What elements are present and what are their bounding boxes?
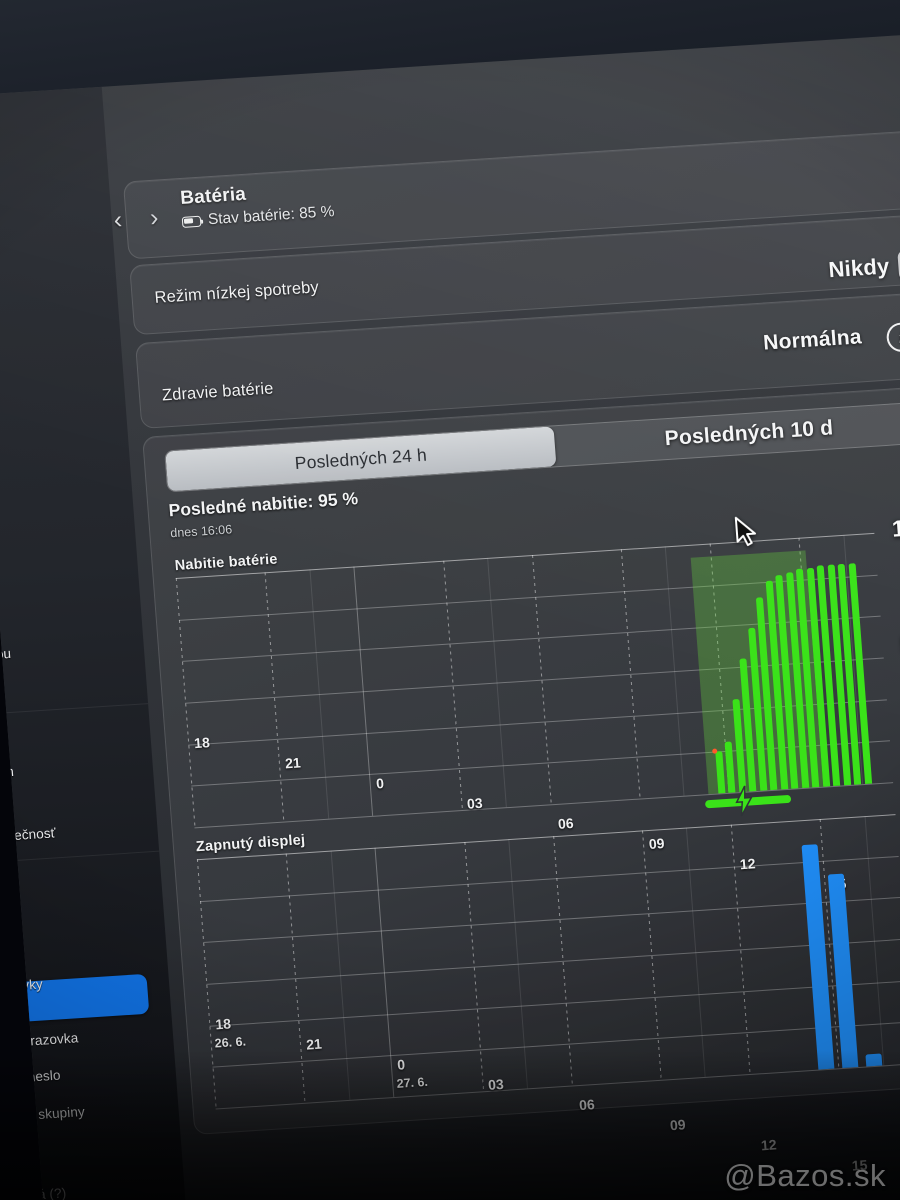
- sidebar-item-2[interactable]: ...centrum: [0, 755, 149, 783]
- chart-bar: [827, 873, 859, 1069]
- grid-line-horizontal: [206, 938, 900, 985]
- x-axis-tick-label: 18: [193, 734, 211, 752]
- sidebar-item-0[interactable]: ...razovkou: [0, 638, 140, 666]
- y-axis-tick-label: 100 %: [891, 511, 900, 542]
- x-axis-tick-label: 21: [284, 754, 302, 772]
- sidebar-item-label: ...urovaná (?): [0, 1185, 67, 1200]
- screen-on-chart[interactable]: [196, 814, 900, 1110]
- sidebar-divider: [17, 850, 160, 861]
- system-settings-window: ...razovkou ( ...centrum ...light ... a …: [0, 30, 900, 1200]
- sidebar-item-10[interactable]: ...h ID a heslo: [0, 1060, 172, 1088]
- tab-last-24h[interactable]: Posledných 24 h: [165, 426, 557, 492]
- x-axis-tick-label: 0: [396, 1056, 406, 1073]
- main-pane: ‹ › Batéria Stav batérie: 85 % Nikdy Rež: [102, 31, 900, 1200]
- chevron-left-icon[interactable]: ‹: [112, 205, 124, 235]
- sidebar-item-6[interactable]: ...: [0, 897, 160, 925]
- sidebar-item-11[interactable]: ...atelia a skupiny: [0, 1098, 175, 1126]
- last-charge-time: dnes 16:06: [169, 522, 233, 541]
- low-battery-marker: [711, 748, 717, 754]
- x-axis-tick-label: 09: [669, 1116, 687, 1134]
- lightning-bolt-icon: [734, 785, 753, 817]
- sidebar-item-4[interactable]: ... a bezpečnosť: [0, 819, 154, 846]
- x-axis-tick-label: 06: [578, 1096, 596, 1114]
- sidebar-item-label: ... a bezpečnosť: [0, 825, 57, 846]
- x-axis-tick-label: 03: [487, 1075, 505, 1093]
- sidebar-item-label: ...né: [0, 1147, 9, 1164]
- sidebar-item-3[interactable]: ...light: [0, 787, 151, 815]
- watermark: @Bazos.sk: [724, 1158, 886, 1193]
- chart-bar: [865, 1053, 883, 1067]
- mouse-cursor-icon: [734, 516, 757, 547]
- grid-line-horizontal: [209, 980, 900, 1027]
- x-axis-date-label: 27. 6.: [396, 1074, 429, 1091]
- sidebar-item-13[interactable]: ...urovaná (?): [0, 1178, 181, 1200]
- grid-line-horizontal: [203, 897, 900, 944]
- sidebar-item-9[interactable]: ...nutá obrazovka: [0, 1024, 169, 1052]
- grid-line-horizontal: [200, 855, 899, 902]
- sidebar-divider: [6, 703, 149, 714]
- sidebar-item-12[interactable]: ...né: [0, 1136, 178, 1164]
- x-axis-tick-label: 0: [375, 775, 385, 792]
- tab-last-10d[interactable]: Posledných 10 d: [663, 416, 835, 451]
- sidebar-item-label: ... Dock: [0, 872, 9, 891]
- x-axis-tick-label: 03: [466, 794, 484, 812]
- sidebar-item-label: ...razovkou: [0, 645, 12, 666]
- x-axis-tick-label: 12: [760, 1136, 778, 1154]
- x-axis-tick-label: 21: [305, 1035, 323, 1053]
- sidebar-item-1[interactable]: (: [0, 717, 146, 745]
- chart-title-battery-level: Nabitie batérie: [174, 551, 279, 575]
- low-power-mode-label: Režim nízkej spotreby: [154, 278, 320, 307]
- chart-title-screen-on: Zapnutý displej: [195, 832, 306, 856]
- x-axis-tick-label: 06: [557, 814, 575, 832]
- battery-health-value: Normálna: [762, 325, 863, 355]
- battery-health-label: Zdravie batérie: [161, 379, 275, 405]
- sidebar-item-label: ...centrum: [0, 763, 15, 783]
- usage-history-card: Posledných 24 h Posledných 10 d Posledné…: [142, 384, 900, 1174]
- sidebar-item-label: ...h ID a heslo: [0, 1067, 62, 1088]
- sidebar-item-label: ...atelia a skupiny: [0, 1104, 86, 1126]
- x-axis-date-label: 26. 6.: [214, 1034, 247, 1051]
- info-circle-icon[interactable]: i: [885, 321, 900, 353]
- battery-level-chart[interactable]: [175, 532, 894, 829]
- sidebar-item-label: ...nutá obrazovka: [0, 1030, 79, 1053]
- sidebar-item-5[interactable]: ... Dock: [0, 863, 157, 891]
- x-axis-tick-label: 18: [214, 1015, 232, 1033]
- grid-line-horizontal: [215, 1063, 900, 1110]
- last-charge-label: Posledné nabitie: 95 %: [167, 488, 359, 521]
- sidebar-item-7[interactable]: ..e: [0, 931, 162, 959]
